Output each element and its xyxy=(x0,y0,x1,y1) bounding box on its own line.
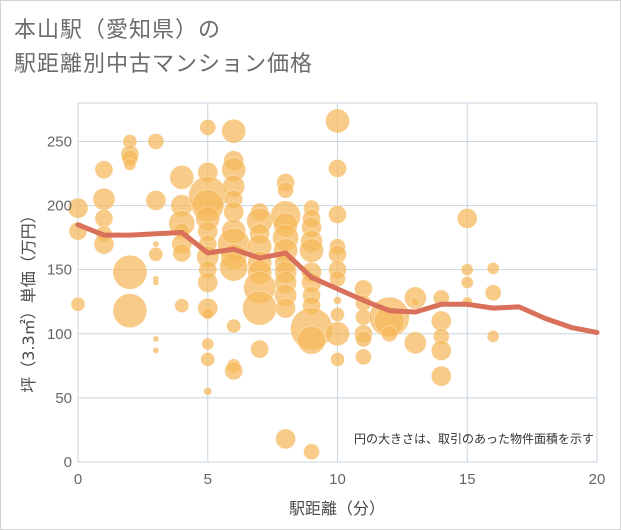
bubble-point-4 xyxy=(92,187,116,211)
bubble-point-56 xyxy=(224,361,243,381)
bubble-point-88 xyxy=(297,325,326,355)
bubble-point-97 xyxy=(333,296,342,305)
bubble-point-3 xyxy=(94,160,114,179)
bubble-point-117 xyxy=(430,365,452,387)
bubble-point-40 xyxy=(201,306,215,320)
x-tick-label-3: 15 xyxy=(459,471,476,488)
bubble-point-2 xyxy=(70,296,86,312)
bubble-point-43 xyxy=(203,387,213,396)
bubble-point-91 xyxy=(328,159,347,178)
bubble-point-98 xyxy=(330,307,345,322)
bubble-point-103 xyxy=(355,308,372,326)
bubble-point-120 xyxy=(460,276,474,289)
y-axis-label: 坪（3.3㎡）単価（万円） xyxy=(19,207,38,392)
x-tick-label-1: 5 xyxy=(204,471,212,488)
bubble-point-12 xyxy=(112,254,148,290)
bubble-point-77 xyxy=(275,428,296,450)
x-tick-label-2: 10 xyxy=(329,471,346,488)
bubble-point-20 xyxy=(152,335,160,343)
bubble-point-64 xyxy=(242,290,277,326)
bubble-point-38 xyxy=(197,272,219,293)
bubble-point-118 xyxy=(456,208,478,229)
bubble-point-111 xyxy=(411,297,420,307)
bubble-point-67 xyxy=(277,181,294,199)
bubble-point-44 xyxy=(221,118,246,144)
bubble-point-42 xyxy=(200,352,216,367)
bubble-point-122 xyxy=(486,262,500,275)
y-tick-label-1: 50 xyxy=(55,390,72,407)
bubble-point-27 xyxy=(172,243,192,263)
bubble-point-92 xyxy=(328,205,347,224)
bubble-point-41 xyxy=(201,337,215,351)
bubble-layer xyxy=(67,108,502,461)
y-tick-label-3: 150 xyxy=(47,262,72,279)
y-tick-label-5: 250 xyxy=(47,133,72,150)
bubble-point-29 xyxy=(199,119,217,136)
bubble-point-16 xyxy=(152,240,160,248)
bubble-point-22 xyxy=(169,165,195,190)
bubble-point-99 xyxy=(325,321,350,347)
bubble-point-112 xyxy=(404,331,427,355)
bubble-point-65 xyxy=(250,339,269,359)
bubble-point-76 xyxy=(275,297,296,319)
bubble-point-82 xyxy=(299,238,324,263)
bubble-point-124 xyxy=(486,330,500,343)
average-price-trend-line xyxy=(75,222,600,335)
bubble-point-105 xyxy=(355,330,372,348)
bubble-point-90 xyxy=(325,108,350,134)
bubble-point-17 xyxy=(148,246,164,262)
bubble-point-5 xyxy=(94,209,114,228)
bubble-point-28 xyxy=(174,298,190,313)
x-tick-label-4: 20 xyxy=(589,471,606,488)
title-line-1: 本山駅（愛知県）の xyxy=(14,18,222,43)
y-tick-label-0: 0 xyxy=(64,454,72,471)
bubble-point-13 xyxy=(112,293,148,329)
bubble-point-19 xyxy=(152,279,160,286)
x-tick-label-0: 0 xyxy=(74,471,82,488)
bubble-point-123 xyxy=(484,284,502,302)
bubble-point-109 xyxy=(381,325,398,343)
bubble-point-53 xyxy=(219,252,248,282)
bubble-point-100 xyxy=(330,352,345,367)
bubble-point-116 xyxy=(430,340,452,361)
bubble-point-114 xyxy=(430,310,452,332)
bubble-point-106 xyxy=(355,348,372,366)
y-tick-label-2: 100 xyxy=(47,326,72,343)
bubble-point-21 xyxy=(152,347,160,354)
bubble-point-89 xyxy=(303,443,320,461)
bubble-point-11 xyxy=(123,158,137,171)
x-axis-label: 駅距離（分） xyxy=(289,499,385,518)
bubble-point-54 xyxy=(226,318,241,334)
bubble-point-14 xyxy=(147,133,165,150)
title-line-2: 駅距離別中古マンション価格 xyxy=(14,52,314,77)
bubble-size-note: 円の大きさは、取引のあった物件面積を示す xyxy=(354,431,594,446)
bubble-point-15 xyxy=(145,190,167,211)
bubble-point-0 xyxy=(67,197,89,219)
y-tick-label-4: 200 xyxy=(47,198,72,215)
bubble-point-119 xyxy=(460,263,474,276)
chart-title: 本山駅（愛知県）の 駅距離別中古マンション価格 xyxy=(14,14,313,82)
